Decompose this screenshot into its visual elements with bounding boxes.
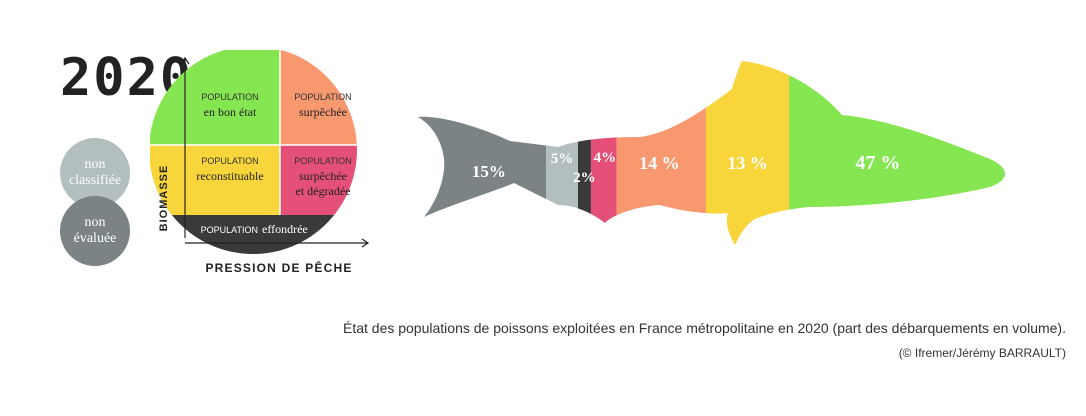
non-evaluated-badge: non évaluée	[60, 196, 130, 266]
collapsed-label-bottom: effondrée	[262, 222, 308, 236]
fish-band-good	[789, 61, 1006, 245]
good-label-top: POPULATION	[201, 92, 258, 102]
fish-value-label-rebuildable: 13 %	[727, 153, 768, 173]
rebuildable-label-bottom: reconstituable	[196, 169, 263, 183]
fish-value-label-overfished: 14 %	[639, 153, 680, 173]
good-label-bottom: en bon état	[204, 105, 257, 119]
fish-band-non-evaluated	[418, 61, 547, 245]
overfished-degraded-label-line2: et dégradée	[296, 184, 351, 198]
rebuildable-label-top: POPULATION	[201, 156, 258, 166]
pressure-axis-label: PRESSION DE PÊCHE	[205, 260, 352, 275]
fish-value-label-non-evaluated: 15%	[472, 162, 506, 181]
biomass-arrow-icon	[180, 56, 190, 65]
biomass-axis-label: BIOMASSE	[158, 165, 170, 232]
figure-credit: (© Ifremer/Jérémy BARRAULT)	[898, 346, 1066, 360]
fish-value-label-collapsed: 2%	[573, 170, 596, 186]
fish-value-label-non-classified: 5%	[551, 151, 574, 167]
rebuildable-quadrant	[150, 145, 280, 215]
pressure-arrow-icon	[361, 238, 370, 248]
non-classified-badge: non classifiée	[60, 138, 130, 208]
fish-value-label-good: 47 %	[855, 152, 900, 174]
fish-band-collapsed	[578, 61, 592, 245]
status-legend-diagram: POPULATION en bon état POPULATION surpêc…	[150, 50, 370, 275]
figure-caption: État des populations de poissons exploit…	[342, 320, 1066, 336]
fish-share-chart: 15% 5% 2% 4% 14 % 13 % 47 %	[418, 61, 1006, 245]
overfished-degraded-label-line1: surpêchée	[299, 169, 347, 183]
overfished-degraded-label-top: POPULATION	[294, 156, 351, 166]
collapsed-label-top: POPULATION	[201, 225, 258, 235]
overfished-label-top: POPULATION	[294, 92, 351, 102]
fish-value-label-overfished-degraded: 4%	[594, 150, 617, 166]
overfished-label-bottom: surpêchée	[299, 105, 347, 119]
